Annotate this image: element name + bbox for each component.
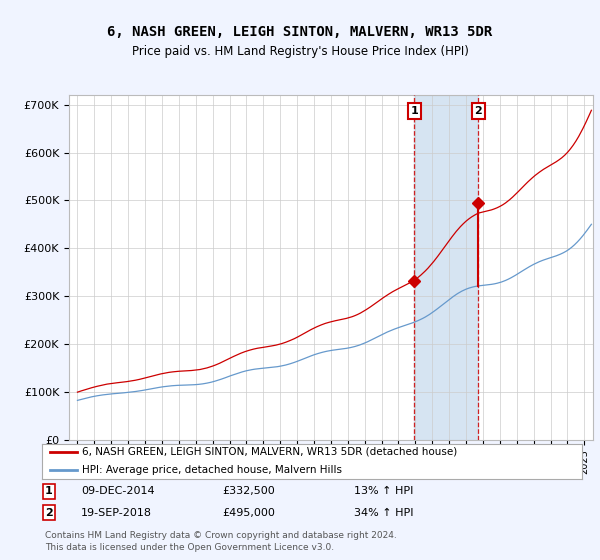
Text: This data is licensed under the Open Government Licence v3.0.: This data is licensed under the Open Gov… <box>45 543 334 552</box>
Text: HPI: Average price, detached house, Malvern Hills: HPI: Average price, detached house, Malv… <box>83 465 343 475</box>
Text: 09-DEC-2014: 09-DEC-2014 <box>81 486 155 496</box>
Text: 6, NASH GREEN, LEIGH SINTON, MALVERN, WR13 5DR: 6, NASH GREEN, LEIGH SINTON, MALVERN, WR… <box>107 25 493 39</box>
Text: 1: 1 <box>410 106 418 116</box>
Text: 6, NASH GREEN, LEIGH SINTON, MALVERN, WR13 5DR (detached house): 6, NASH GREEN, LEIGH SINTON, MALVERN, WR… <box>83 447 458 457</box>
Text: 34% ↑ HPI: 34% ↑ HPI <box>354 508 413 518</box>
Text: £495,000: £495,000 <box>222 508 275 518</box>
Text: £332,500: £332,500 <box>222 486 275 496</box>
Text: 13% ↑ HPI: 13% ↑ HPI <box>354 486 413 496</box>
Text: 2: 2 <box>475 106 482 116</box>
Text: Contains HM Land Registry data © Crown copyright and database right 2024.: Contains HM Land Registry data © Crown c… <box>45 531 397 540</box>
Bar <box>415 95 478 440</box>
Text: 19-SEP-2018: 19-SEP-2018 <box>81 508 152 518</box>
Text: 2: 2 <box>45 508 53 518</box>
Text: 1: 1 <box>45 486 53 496</box>
Text: Price paid vs. HM Land Registry's House Price Index (HPI): Price paid vs. HM Land Registry's House … <box>131 45 469 58</box>
